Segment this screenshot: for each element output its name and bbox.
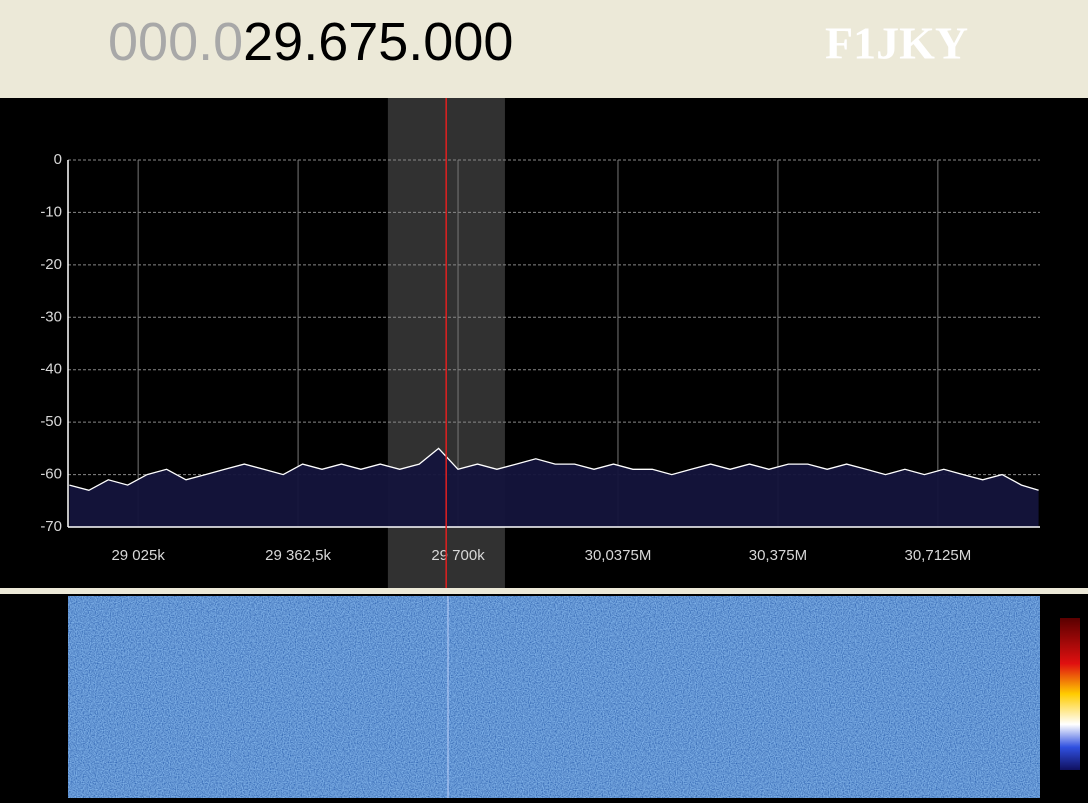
y-tick-label: 0 xyxy=(54,151,62,168)
waterfall xyxy=(68,596,1040,798)
x-tick-label: 30,375M xyxy=(749,547,807,564)
y-tick-label: -40 xyxy=(40,361,62,378)
frequency-dim: 000.0 xyxy=(108,12,243,72)
x-tick-label: 30,7125M xyxy=(905,547,972,564)
y-tick-label: -30 xyxy=(40,308,62,325)
frequency-display[interactable]: 000.029.675.000 xyxy=(108,12,513,72)
y-tick-label: -10 xyxy=(40,203,62,220)
splitter[interactable] xyxy=(0,588,1088,594)
sdr-window: 000.029.675.000 F1JKY 0 -10 -20 -30 -40 -50 -6… xyxy=(0,0,1088,798)
y-tick-label: -60 xyxy=(40,466,62,483)
y-tick-label: -70 xyxy=(40,518,62,535)
x-tick-label: 29 025k xyxy=(111,547,165,564)
y-tick-label: -50 xyxy=(40,413,62,430)
color-scale xyxy=(1060,618,1080,770)
frequency-main: 29.675.000 xyxy=(243,12,513,72)
y-tick-label: -20 xyxy=(40,256,62,273)
x-tick-label: 30,0375M xyxy=(585,547,652,564)
x-tick-label: 29 362,5k xyxy=(265,547,331,564)
x-tick-label: 29 700k xyxy=(431,547,485,564)
callsign: F1JKY xyxy=(825,18,968,69)
